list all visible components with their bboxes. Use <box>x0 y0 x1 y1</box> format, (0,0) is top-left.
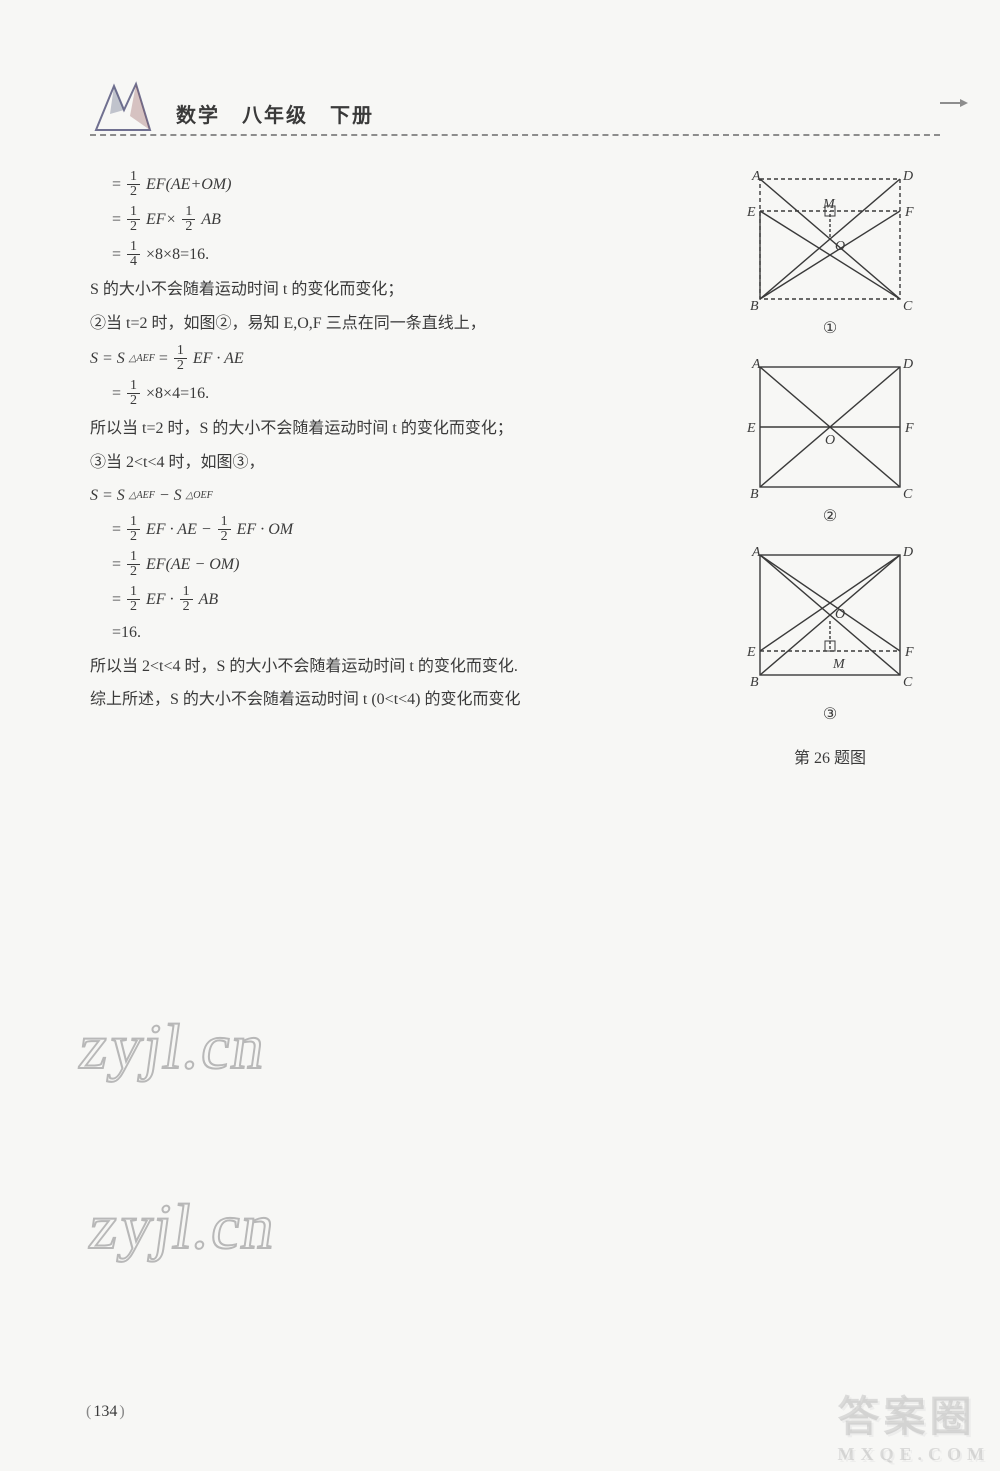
math-column: = 1 2 EF(AE+OM) = 1 2 EF× 1 2 AB <box>90 164 694 768</box>
diagram-column: A D E F M O B C ① <box>720 164 940 768</box>
svg-text:B: B <box>750 675 759 690</box>
equation-9: = 1 2 EF · 1 2 AB <box>112 585 694 614</box>
paragraph: 所以当 t=2 时，S 的大小不会随着运动时间 t 的变化而变化； <box>90 416 694 442</box>
fraction: 1 2 <box>218 515 231 544</box>
svg-text:O: O <box>835 607 845 622</box>
svg-text:D: D <box>902 357 913 372</box>
svg-text:C: C <box>903 675 913 690</box>
diagram-3-label: ③ <box>823 704 837 724</box>
fraction: 1 2 <box>127 585 140 614</box>
fraction: 1 2 <box>127 379 140 408</box>
page-header: 数学 八年级 下册 <box>90 70 940 136</box>
equation-5: = 1 2 ×8×4=16. <box>112 379 694 408</box>
header-logo <box>90 76 154 134</box>
svg-text:D: D <box>902 545 913 560</box>
svg-text:D: D <box>902 169 913 184</box>
svg-text:F: F <box>904 645 914 660</box>
svg-text:B: B <box>750 487 759 502</box>
svg-text:O: O <box>835 239 845 254</box>
corner-watermark: 答案圈 MXQE.COM <box>838 1383 990 1465</box>
eq-text: EF(AE+OM) <box>146 172 231 198</box>
paragraph: S 的大小不会随着运动时间 t 的变化而变化； <box>90 277 694 303</box>
svg-text:A: A <box>751 357 761 372</box>
equation-4: S = S△AEF = 1 2 EF · AE <box>90 344 694 373</box>
equation-2: = 1 2 EF× 1 2 AB <box>112 205 694 234</box>
diagram-caption: 第 26 题图 <box>794 744 866 768</box>
header-arrow-icon <box>940 102 964 104</box>
page: 数学 八年级 下册 = 1 2 EF(AE+OM) = 1 2 EF× <box>0 0 1000 1471</box>
diagram-2-svg: A D E F O B C <box>735 352 925 502</box>
equation-7: = 1 2 EF · AE − 1 2 EF · OM <box>112 515 694 544</box>
svg-text:M: M <box>832 657 846 672</box>
page-number: 134 <box>86 1403 125 1421</box>
watermark-text: zyjl.cn <box>75 1010 272 1084</box>
svg-text:O: O <box>825 433 835 448</box>
diagram-2: A D E F O B C ② <box>735 352 925 526</box>
equation-10: =16. <box>112 620 694 646</box>
content-row: = 1 2 EF(AE+OM) = 1 2 EF× 1 2 AB <box>90 164 940 768</box>
diagram-3-svg: A D E F O M B C <box>735 540 925 700</box>
svg-text:E: E <box>746 205 756 220</box>
diagram-1: A D E F M O B C ① <box>735 164 925 338</box>
fraction: 1 2 <box>127 550 140 579</box>
fraction: 1 2 <box>127 205 140 234</box>
paragraph: ②当 t=2 时，如图②，易知 E,O,F 三点在同一条直线上， <box>90 311 694 337</box>
diagram-1-svg: A D E F M O B C <box>735 164 925 314</box>
paragraph: ③当 2<t<4 时，如图③， <box>90 450 694 476</box>
paragraph: 综上所述，S 的大小不会随着运动时间 t (0<t<4) 的变化而变化 <box>90 687 694 713</box>
equation-8: = 1 2 EF(AE − OM) <box>112 550 694 579</box>
fraction: 1 2 <box>180 585 193 614</box>
eq-text: = <box>112 172 121 198</box>
watermark-text: zyjl.cn <box>85 1190 282 1264</box>
fraction: 1 2 <box>174 344 187 373</box>
diagram-2-label: ② <box>823 506 837 526</box>
svg-text:F: F <box>904 205 914 220</box>
paragraph: 所以当 2<t<4 时，S 的大小不会随着运动时间 t 的变化而变化. <box>90 654 694 680</box>
svg-text:M: M <box>822 197 836 212</box>
fraction: 1 4 <box>127 240 140 269</box>
svg-text:C: C <box>903 487 913 502</box>
fraction: 1 2 <box>182 205 195 234</box>
fraction: 1 2 <box>127 515 140 544</box>
equation-1: = 1 2 EF(AE+OM) <box>112 170 694 199</box>
svg-text:A: A <box>751 545 761 560</box>
svg-text:E: E <box>746 645 756 660</box>
fraction: 1 2 <box>127 170 140 199</box>
svg-text:E: E <box>746 421 756 436</box>
header-title: 数学 八年级 下册 <box>176 99 374 128</box>
svg-text:A: A <box>751 169 761 184</box>
equation-3: = 1 4 ×8×8=16. <box>112 240 694 269</box>
diagram-1-label: ① <box>823 318 837 338</box>
diagram-3: A D E F O M B C ③ <box>735 540 925 724</box>
svg-text:B: B <box>750 299 759 314</box>
svg-text:C: C <box>903 299 913 314</box>
equation-6: S = S△AEF − S△OEF <box>90 483 694 509</box>
svg-text:F: F <box>904 421 914 436</box>
